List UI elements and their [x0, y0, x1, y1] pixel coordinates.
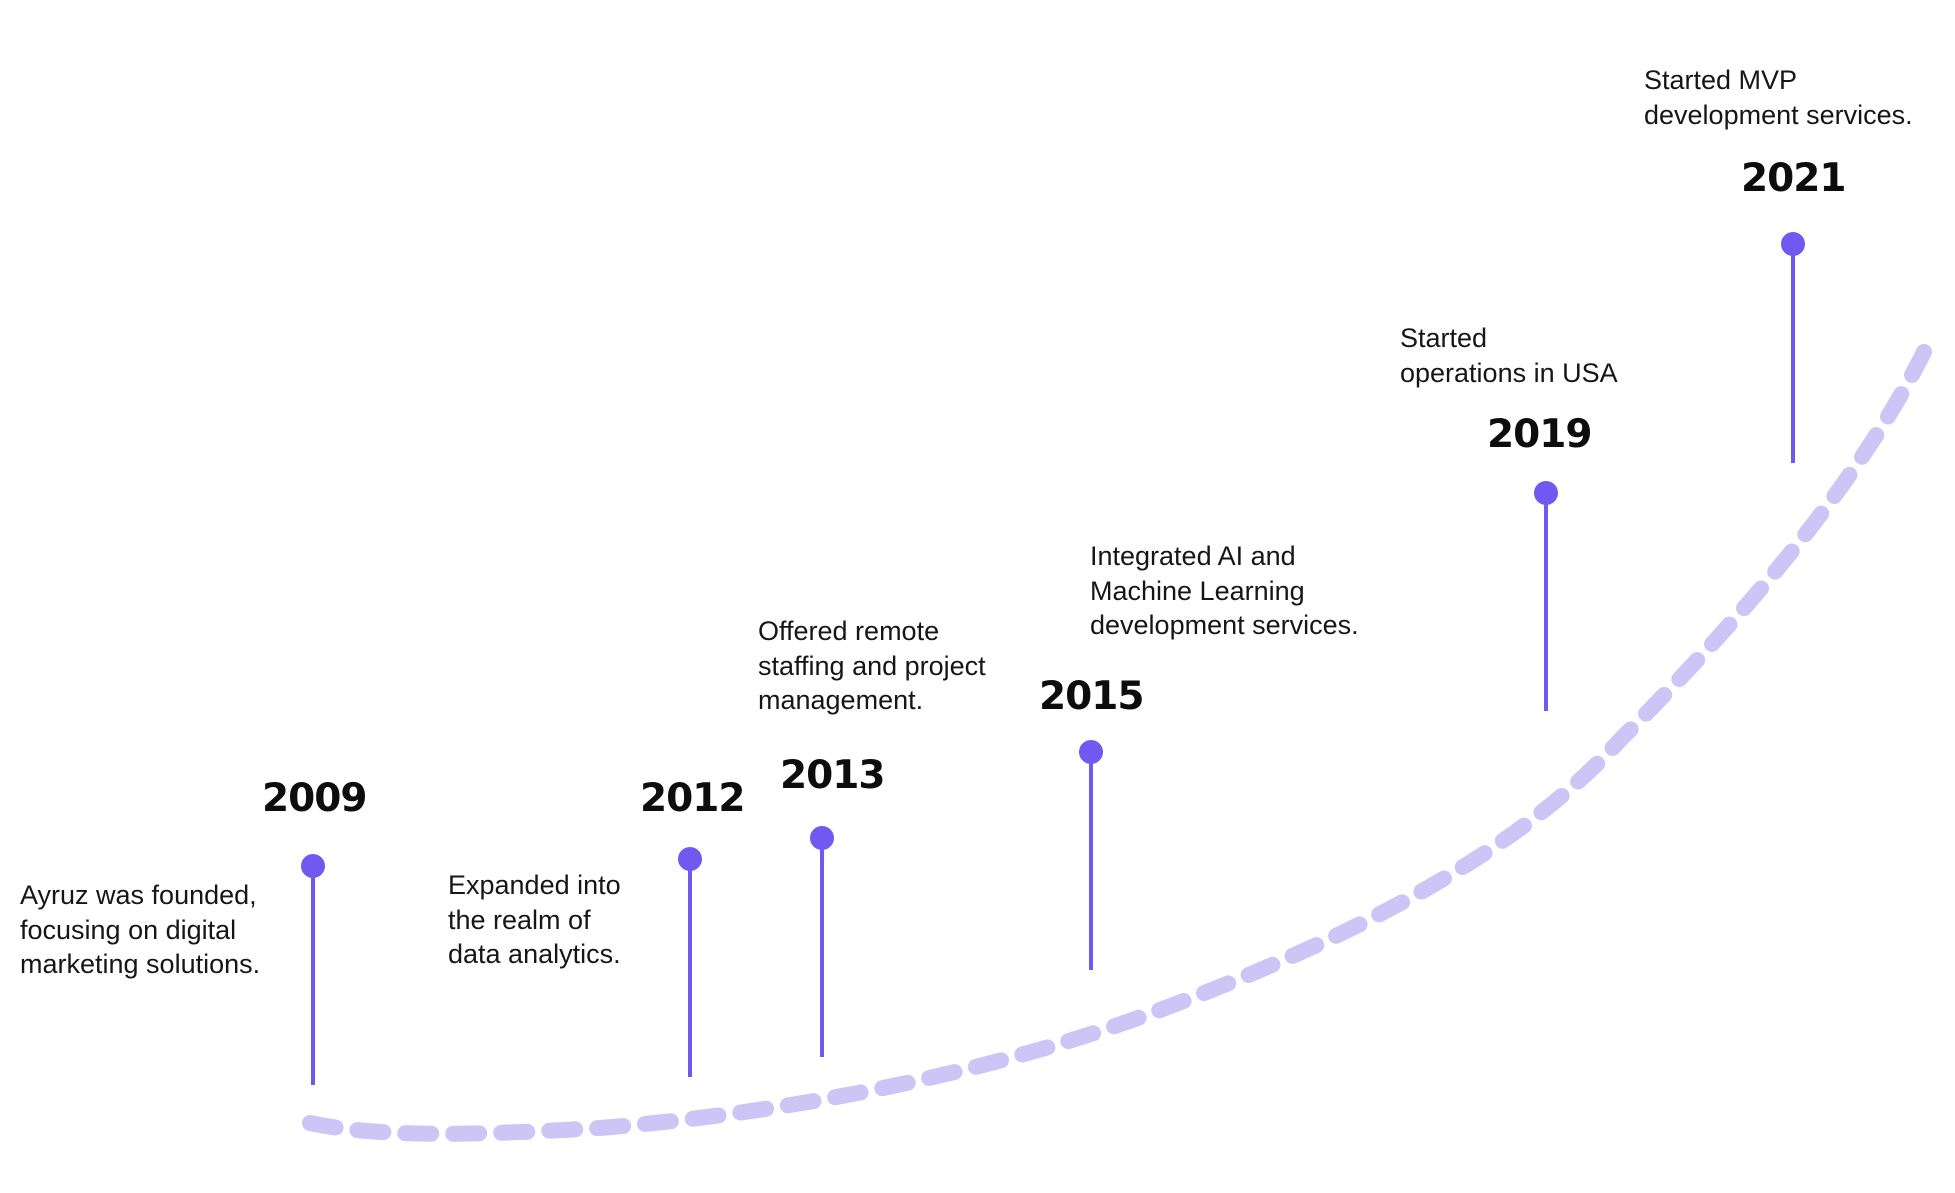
milestone-marker-2021 [1781, 232, 1805, 256]
milestone-year-2015: 2015 [1039, 674, 1145, 719]
milestone-description-2013: Offered remote staffing and project mana… [758, 614, 986, 718]
milestone-description-2019: Started operations in USA [1400, 321, 1618, 390]
milestone-2013-line-2: staffing and project [758, 650, 986, 681]
milestone-2012-line-2: the realm of [448, 904, 591, 935]
milestone-2012-line-3: data analytics. [448, 939, 621, 969]
milestone-description-2015: Integrated AI and Machine Learning devel… [1090, 539, 1359, 643]
milestone-2013-line-3: management. [758, 685, 924, 715]
milestone-marker-2009 [301, 854, 325, 878]
milestone-description-2021: Started MVP development services. [1644, 63, 1913, 132]
milestone-year-2021: 2021 [1741, 156, 1847, 201]
milestone-2013-line-1: Offered remote [758, 616, 940, 646]
milestone-2019-line-1: Started [1400, 323, 1488, 353]
milestone-year-2009: 2009 [262, 776, 368, 821]
milestone-2012-line-1: Expanded into [448, 870, 621, 900]
milestone-2015-line-1: Integrated AI and [1090, 541, 1296, 571]
growth-curve [302, 342, 1933, 1142]
milestone-2021-line-1: Started MVP [1644, 65, 1798, 95]
milestone-2009-line-2: focusing on digital [20, 914, 237, 945]
milestone-2019-line-2: operations in USA [1400, 357, 1618, 388]
milestone-marker-2012 [678, 847, 702, 871]
milestone-2021-line-2: development services. [1644, 99, 1913, 130]
milestone-year-2012: 2012 [640, 776, 746, 821]
milestone-marker-2015 [1079, 740, 1103, 764]
milestone-2009-line-3: marketing solutions. [20, 949, 261, 979]
milestone-2009-line-1: Ayruz was founded, [20, 880, 257, 910]
milestone-marker-2019 [1534, 481, 1558, 505]
milestone-year-2019: 2019 [1487, 412, 1593, 457]
milestone-description-2012: Expanded into the realm of data analytic… [448, 868, 621, 972]
milestone-2015-line-3: development services. [1090, 610, 1359, 640]
milestone-description-2009: Ayruz was founded, focusing on digital m… [20, 878, 260, 982]
milestone-marker-2013 [810, 826, 834, 850]
milestone-2015-line-2: Machine Learning [1090, 575, 1305, 606]
milestone-year-2013: 2013 [780, 753, 886, 798]
